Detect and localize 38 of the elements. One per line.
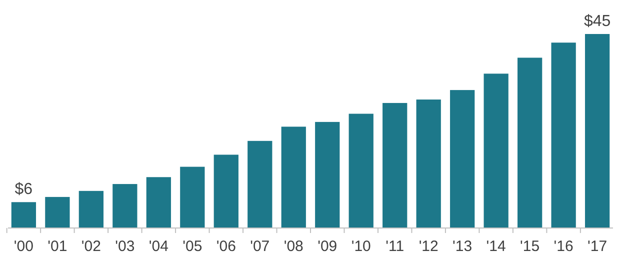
- x-tick-label: '17: [588, 238, 608, 255]
- x-tick-label: '02: [81, 238, 101, 255]
- x-tick-label: '15: [520, 238, 540, 255]
- x-tick-label: '06: [216, 238, 236, 255]
- bar: [315, 122, 340, 228]
- data-label: $45: [584, 13, 611, 30]
- x-tick-label: '03: [115, 238, 135, 255]
- bar: [518, 58, 542, 228]
- x-tick-label: '12: [418, 238, 438, 255]
- bar: [214, 154, 238, 228]
- bar: [78, 190, 104, 228]
- x-tick-label: '13: [452, 238, 472, 255]
- bar: [248, 140, 272, 228]
- bar: [450, 90, 475, 228]
- bar: [281, 126, 306, 228]
- bar: [112, 184, 138, 228]
- bar: [382, 102, 408, 228]
- bar: [416, 100, 441, 228]
- x-tick-label: '07: [250, 238, 270, 255]
- x-tick-label: '05: [182, 238, 202, 255]
- bar: [348, 114, 374, 228]
- x-tick-label: '14: [486, 238, 506, 255]
- x-tick-label: '10: [351, 238, 371, 255]
- x-tick-label: '01: [48, 238, 68, 255]
- bar: [584, 34, 610, 228]
- x-tick-label: '09: [318, 238, 338, 255]
- bar: [146, 177, 171, 228]
- bar: [551, 42, 576, 228]
- data-label: $6: [14, 181, 33, 198]
- bar: [180, 166, 205, 228]
- x-tick-label: '08: [284, 238, 304, 255]
- bar: [484, 74, 508, 228]
- bar: [45, 196, 70, 228]
- bar: [11, 202, 36, 228]
- x-tick-label: '11: [386, 238, 404, 255]
- x-tick-label: '16: [554, 238, 574, 255]
- x-tick-label: '00: [14, 238, 34, 255]
- x-tick-label: '04: [148, 238, 168, 255]
